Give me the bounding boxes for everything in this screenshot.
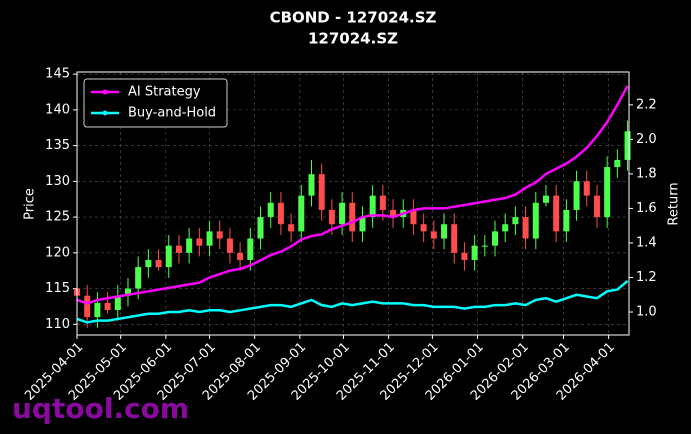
candle-body [114, 295, 121, 310]
y2-tick-label: 1.6 [636, 201, 657, 216]
candle-body [583, 181, 590, 196]
candle-body [104, 302, 111, 310]
candle-body [277, 202, 284, 225]
candle-body [124, 288, 131, 296]
candle-body [379, 195, 386, 210]
candle-body [328, 209, 335, 225]
candle-body [339, 202, 346, 225]
candle-body [186, 238, 193, 253]
y-tick-label: 140 [45, 102, 70, 117]
chart-subtitle: 127024.SZ [308, 30, 398, 48]
candle-body [155, 259, 162, 268]
candle-body [573, 181, 580, 210]
candle-body [441, 224, 448, 239]
candle-body [216, 231, 223, 239]
candle-body [461, 252, 468, 260]
legend-box [83, 78, 228, 128]
candle-body [94, 302, 101, 318]
y2-tick-label: 1.8 [636, 166, 657, 181]
y-axis-label: Price [23, 188, 38, 220]
candle-body [237, 252, 244, 260]
candle-body [288, 224, 295, 232]
candle-body [165, 245, 172, 268]
candle-body [308, 174, 315, 196]
candle-body [502, 224, 509, 232]
candle-body [451, 224, 458, 253]
y2-tick-label: 1.2 [636, 270, 657, 285]
candle-body [532, 202, 539, 239]
candle-body [420, 224, 427, 232]
candle-body [614, 159, 621, 168]
candle-body [593, 195, 600, 218]
candle-body [553, 195, 560, 232]
candle-body [226, 238, 233, 253]
y-tick-label: 145 [45, 67, 70, 82]
candle-body [145, 259, 152, 268]
candle-body [390, 209, 397, 218]
legend-marker [102, 110, 108, 116]
y2-tick-label: 2.2 [636, 97, 657, 112]
legend-label: AI Strategy [128, 85, 201, 100]
candle-body [359, 217, 366, 232]
y2-tick-label: 1.4 [636, 235, 657, 250]
y-tick-label: 120 [45, 245, 70, 260]
candle-body [318, 174, 325, 210]
candle-body [624, 131, 631, 160]
candle-body [196, 238, 203, 246]
plot-frame [76, 71, 630, 336]
candle-body [512, 217, 519, 225]
legend-marker [102, 89, 108, 95]
candle-body [206, 231, 213, 246]
y-tick-label: 125 [45, 210, 70, 225]
candle-body [492, 231, 499, 246]
candle-body [298, 195, 305, 232]
y-tick-label: 135 [45, 138, 70, 153]
candle-body [84, 295, 91, 318]
watermark: uqtool.com [12, 392, 189, 425]
candle-body [247, 238, 254, 260]
candle-body [369, 195, 376, 218]
y2-tick-label: 1.0 [636, 305, 657, 320]
candle-body [471, 245, 478, 260]
y-tick-label: 115 [45, 281, 70, 296]
return-line [76, 279, 629, 324]
y2-axis-label: Return [667, 182, 682, 225]
candle-body [604, 167, 611, 218]
candle-body [175, 245, 182, 253]
y2-tick-label: 2.0 [636, 132, 657, 147]
candle-body [522, 217, 529, 239]
candle-body [563, 209, 570, 232]
y-tick-label: 130 [45, 174, 70, 189]
candle-body [349, 202, 356, 232]
return-line [76, 85, 629, 305]
candle-body [135, 267, 142, 289]
chart-title: CBOND - 127024.SZ [270, 9, 437, 27]
candle-body [267, 202, 274, 218]
candle-body [481, 245, 488, 247]
candle-body [430, 231, 437, 239]
y-tick-label: 110 [45, 317, 70, 332]
legend-label: Buy-and-Hold [128, 106, 216, 121]
candle-body [542, 195, 549, 203]
candle-body [257, 217, 264, 239]
candle-body [410, 209, 417, 225]
